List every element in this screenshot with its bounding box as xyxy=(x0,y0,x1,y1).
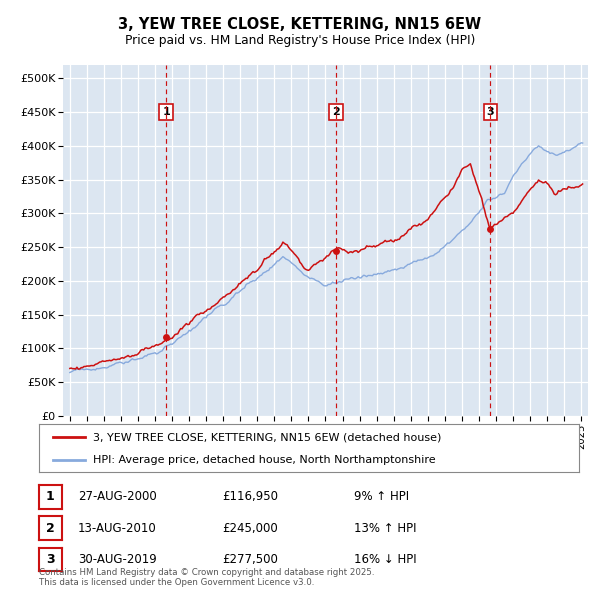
Text: 1: 1 xyxy=(162,107,170,117)
Text: 3, YEW TREE CLOSE, KETTERING, NN15 6EW: 3, YEW TREE CLOSE, KETTERING, NN15 6EW xyxy=(118,17,482,31)
Text: 9% ↑ HPI: 9% ↑ HPI xyxy=(354,490,409,503)
Text: 16% ↓ HPI: 16% ↓ HPI xyxy=(354,553,416,566)
Text: 13% ↑ HPI: 13% ↑ HPI xyxy=(354,522,416,535)
Text: 13-AUG-2010: 13-AUG-2010 xyxy=(78,522,157,535)
Text: HPI: Average price, detached house, North Northamptonshire: HPI: Average price, detached house, Nort… xyxy=(93,455,436,465)
Text: 2: 2 xyxy=(332,107,340,117)
Text: 2: 2 xyxy=(46,522,55,535)
Text: £245,000: £245,000 xyxy=(222,522,278,535)
Text: 3: 3 xyxy=(46,553,55,566)
Text: Price paid vs. HM Land Registry's House Price Index (HPI): Price paid vs. HM Land Registry's House … xyxy=(125,34,475,47)
Text: 3: 3 xyxy=(487,107,494,117)
Text: £116,950: £116,950 xyxy=(222,490,278,503)
Text: £277,500: £277,500 xyxy=(222,553,278,566)
Text: 1: 1 xyxy=(46,490,55,503)
Text: Contains HM Land Registry data © Crown copyright and database right 2025.
This d: Contains HM Land Registry data © Crown c… xyxy=(39,568,374,587)
Text: 27-AUG-2000: 27-AUG-2000 xyxy=(78,490,157,503)
Text: 30-AUG-2019: 30-AUG-2019 xyxy=(78,553,157,566)
Text: 3, YEW TREE CLOSE, KETTERING, NN15 6EW (detached house): 3, YEW TREE CLOSE, KETTERING, NN15 6EW (… xyxy=(93,432,442,442)
